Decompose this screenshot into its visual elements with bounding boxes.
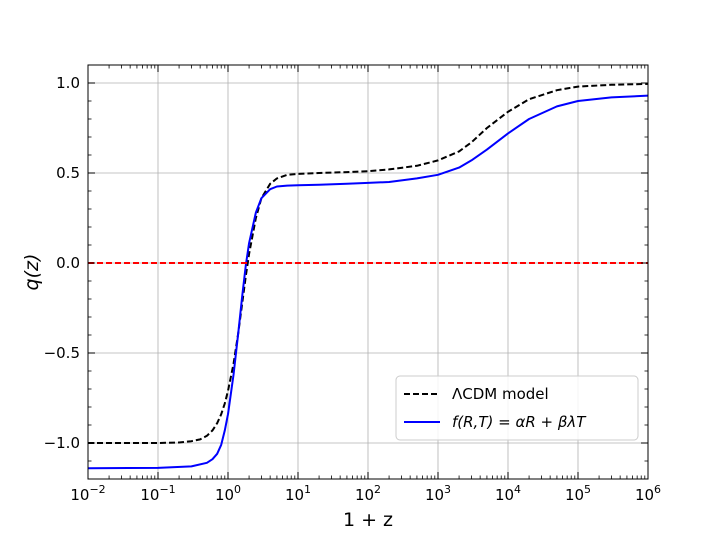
x-tick-label: 10−2 [70, 483, 105, 504]
legend-box [395, 375, 639, 441]
legend: ΛCDM model f(R,T) = αR + βλT [395, 375, 639, 441]
x-tick-label: 104 [495, 483, 521, 504]
series-line-1 [87, 94, 649, 470]
ticks: 10−2 10−1 100 101 102 103 104 105 106 −1.0 −0.5 0.0… [44, 64, 661, 504]
y-tick-label: −0.5 [44, 344, 80, 362]
x-tick-label: 100 [215, 483, 241, 504]
x-tick-label: 10−1 [140, 483, 175, 504]
y-tick-label: 0.0 [56, 254, 80, 272]
y-tick-label: 0.5 [56, 164, 80, 182]
x-tick-label: 106 [635, 483, 661, 504]
legend-label: f(R,T) = αR + βλT [452, 413, 587, 431]
x-tick-label: 102 [355, 483, 381, 504]
series-group [87, 82, 649, 470]
y-tick-label: 1.0 [56, 74, 80, 92]
x-tick-label: 105 [565, 483, 591, 504]
x-tick-label: 103 [425, 483, 451, 504]
y-axis-label: q(z) [21, 254, 43, 291]
series-line-0 [88, 82, 649, 444]
y-tick-label: −1.0 [44, 434, 80, 452]
x-axis-label: 1 + z [343, 509, 393, 531]
x-tick-label: 101 [285, 483, 311, 504]
legend-label: ΛCDM model [452, 385, 549, 403]
